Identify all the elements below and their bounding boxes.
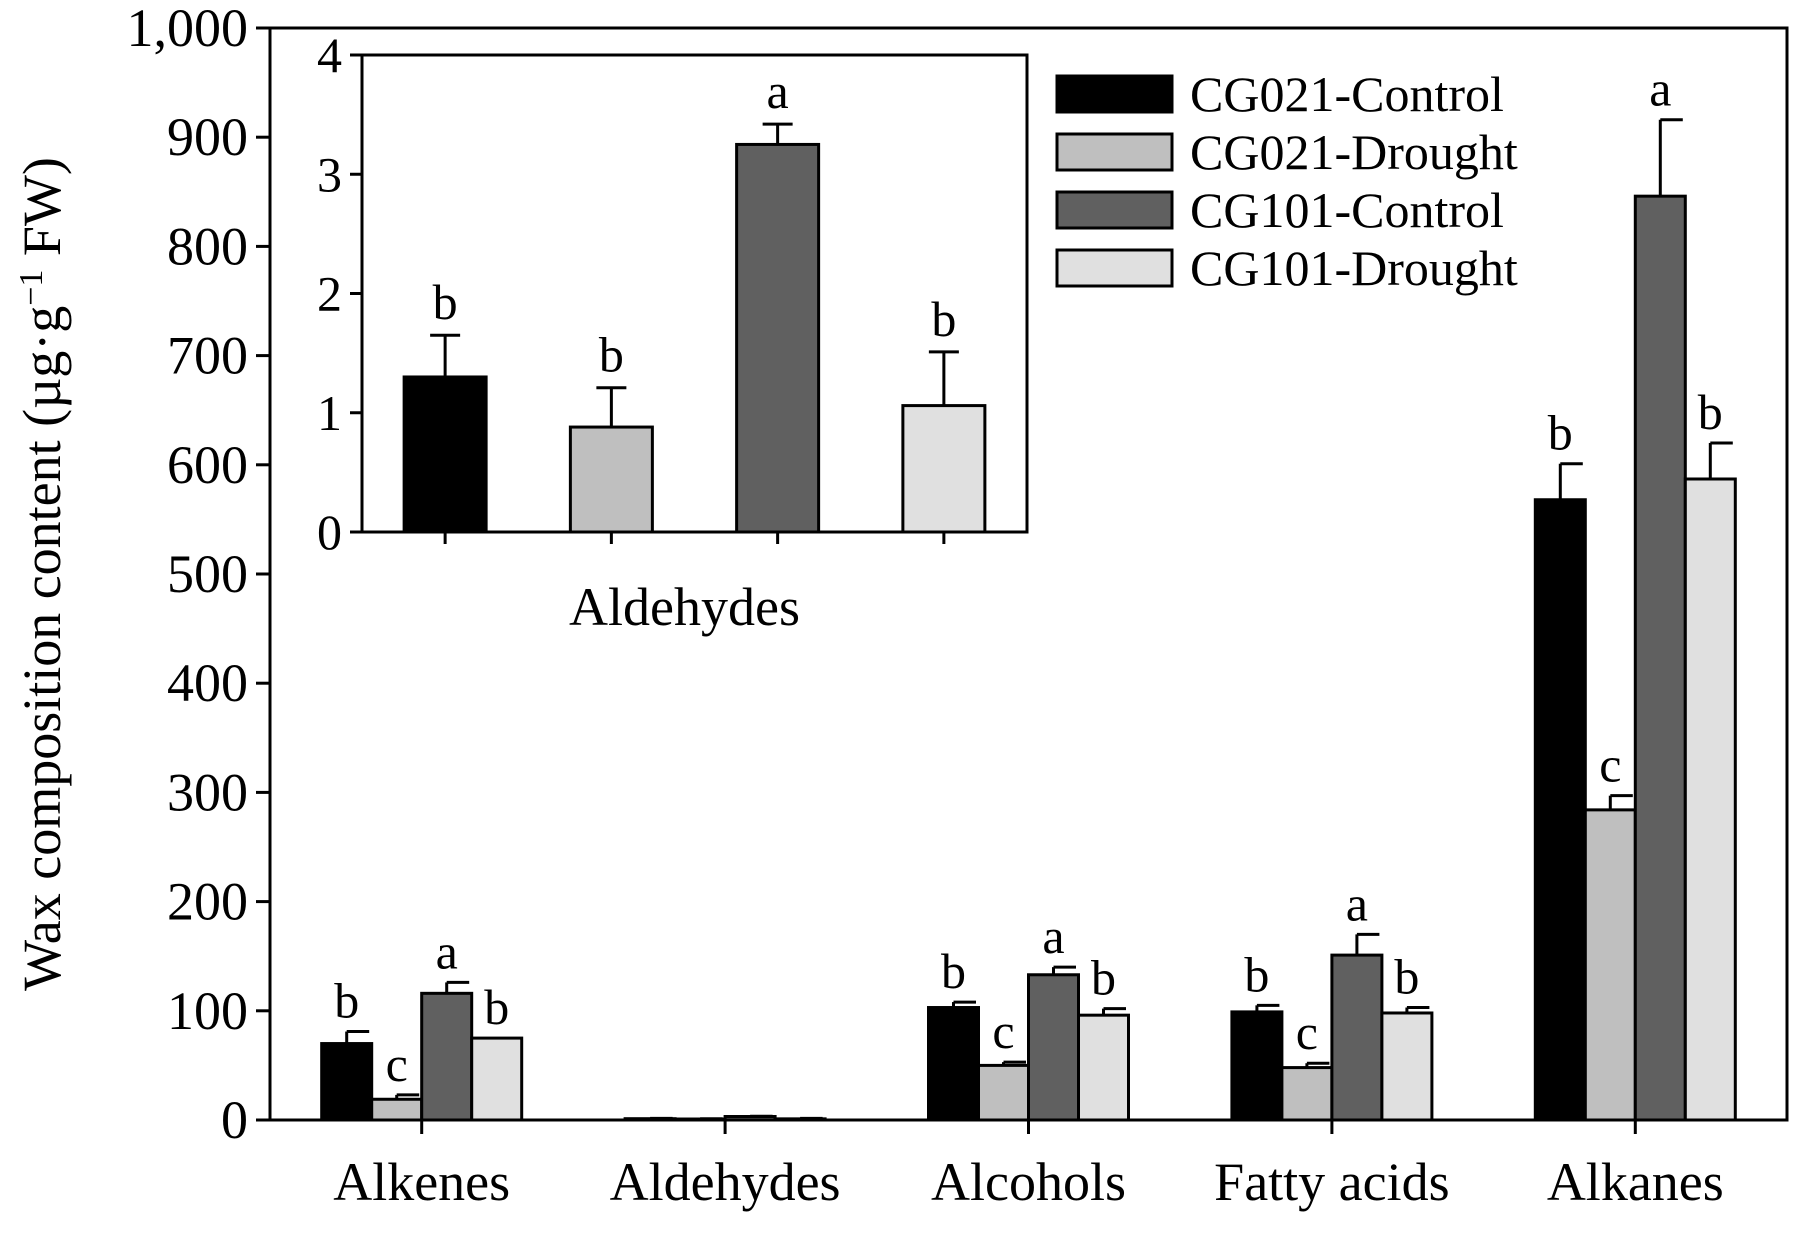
inset-y-tick-label: 4: [317, 27, 342, 83]
inset-bar: [901, 404, 987, 534]
significance-letter: b: [941, 943, 966, 999]
x-category-label: Alcohols: [931, 1152, 1126, 1212]
y-tick-label: 800: [167, 216, 248, 276]
bar: [320, 1042, 374, 1122]
legend-swatch: [1055, 190, 1174, 230]
x-category-label: Alkanes: [1547, 1152, 1724, 1212]
significance-letter: b: [1548, 405, 1573, 461]
inset-bar: [402, 375, 488, 534]
y-tick-label: 500: [167, 544, 248, 604]
legend-label: CG021-Drought: [1190, 124, 1518, 180]
inset-y-tick-label: 3: [317, 146, 342, 202]
significance-letter: b: [1244, 946, 1269, 1002]
inset-y-tick-label: 2: [317, 266, 342, 322]
bar: [927, 1006, 980, 1122]
significance-letter: b: [334, 973, 359, 1029]
legend-swatch: [1055, 248, 1174, 288]
y-tick-label: 300: [167, 762, 248, 822]
y-axis-label-tail: FW): [12, 157, 72, 269]
significance-letter: b: [1394, 949, 1419, 1005]
bar: [370, 1097, 424, 1122]
bar: [1230, 1010, 1284, 1122]
main-chart: 0 100 200 300 400 500 600 700 800 900 1,000 Wax com…: [12, 0, 1789, 1212]
legend-label: CG101-Drought: [1190, 240, 1518, 296]
significance-letter: c: [386, 1036, 408, 1092]
inset-y-tick-label: 1: [317, 385, 342, 441]
inset-significance-letter: b: [599, 327, 624, 383]
bar: [1583, 808, 1637, 1122]
y-tick-label: 100: [167, 981, 248, 1041]
bar: [977, 1063, 1030, 1122]
bar: [1683, 477, 1737, 1122]
significance-letter: a: [436, 923, 458, 979]
bar: [1633, 194, 1687, 1122]
inset-significance-letter: b: [931, 291, 956, 347]
inset-bar: [568, 425, 654, 534]
y-axis-label-main: Wax composition content (µg·g: [12, 306, 72, 991]
y-axis-label-sup: −1: [13, 270, 50, 306]
bar: [1533, 498, 1587, 1122]
inset-bar: [735, 142, 821, 534]
y-tick-label: 700: [167, 326, 248, 386]
significance-letter: c: [1296, 1004, 1318, 1060]
y-tick-label: 0: [221, 1090, 248, 1150]
inset-y-tick-label: 0: [317, 504, 342, 560]
significance-letter: a: [1042, 908, 1064, 964]
legend-swatch: [1055, 132, 1174, 172]
x-category-label: Aldehydes: [610, 1152, 841, 1212]
bar: [420, 991, 474, 1122]
significance-letter: b: [1698, 384, 1723, 440]
significance-letter: a: [1649, 61, 1671, 117]
legend-swatch: [1055, 74, 1174, 114]
significance-letter: b: [1091, 950, 1116, 1006]
inset-x-axis-label: Aldehydes: [569, 577, 800, 637]
y-tick-label: 1,000: [127, 0, 249, 58]
y-tick-label: 400: [167, 653, 248, 713]
legend-label: CG021-Control: [1190, 66, 1504, 122]
inset-significance-letter: b: [433, 274, 458, 330]
y-tick-label: 600: [167, 435, 248, 495]
y-tick-label: 900: [167, 107, 248, 167]
bar: [1380, 1011, 1434, 1122]
significance-letter: c: [992, 1003, 1014, 1059]
bar: [470, 1036, 524, 1122]
inset-significance-letter: a: [767, 63, 789, 119]
y-tick-label: 200: [167, 872, 248, 932]
significance-letter: c: [1599, 737, 1621, 793]
bar: [1280, 1066, 1334, 1122]
inset-chart-aldehydes: 0 1 2 3 4 b b a b Aldehydes: [317, 27, 1029, 637]
y-axis-label: Wax composition content (µg·g−1 FW): [12, 157, 72, 991]
significance-letter: a: [1346, 875, 1368, 931]
bar: [1027, 973, 1080, 1122]
bar: [1077, 1013, 1130, 1122]
significance-letter: b: [484, 979, 509, 1035]
legend-label: CG101-Control: [1190, 182, 1504, 238]
bar: [1330, 953, 1384, 1122]
legend: CG021-ControlCG021-DroughtCG101-ControlC…: [1055, 66, 1518, 296]
x-category-label: Alkenes: [333, 1152, 510, 1212]
x-category-label: Fatty acids: [1214, 1152, 1449, 1212]
